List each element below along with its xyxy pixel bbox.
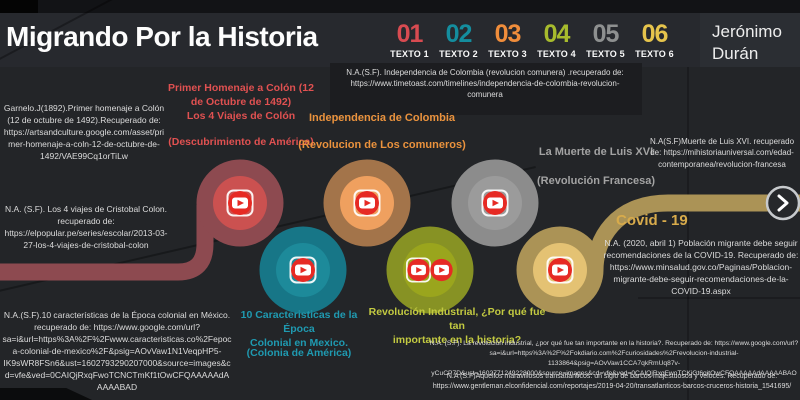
- event-title-colon: Primer Homenaje a Colón (12 de Octubre d…: [168, 82, 314, 122]
- citation-viajes: N.A. (S.F). Los 4 viajes de Cristobal Co…: [4, 204, 168, 251]
- step-label: TEXTO 2: [439, 49, 478, 59]
- citation-luis: N.A(S.F)Muerte de Luis XVI. recuperado d…: [649, 137, 795, 169]
- header-band: [0, 13, 800, 67]
- bottom-corner-wedge: [0, 388, 92, 400]
- citation-covid: N.A. (2020, abril 1) Población migrante …: [603, 238, 799, 297]
- event-title-colombia: Independencia de Colombia: [308, 112, 456, 124]
- step-label: TEXTO 6: [635, 49, 674, 59]
- youtube-icon[interactable]: [430, 258, 453, 282]
- timeline-node-5[interactable]: [468, 176, 522, 230]
- step-number: 03: [494, 20, 522, 48]
- bracket-frame: [226, 189, 254, 217]
- step-2[interactable]: 02 TEXTO 2: [435, 20, 482, 60]
- event-subtitle-colonial: (Colonia de América): [246, 347, 352, 359]
- event-title-covid: Covid - 19: [616, 212, 688, 229]
- step-number: 05: [592, 20, 620, 48]
- play-triangle: [300, 266, 307, 274]
- youtube-icon[interactable]: [546, 256, 574, 284]
- author-panel: [700, 13, 800, 67]
- play-triangle: [237, 199, 244, 207]
- citation-garnelo: Garnelo.J(1892).Primer homenaje a Colón …: [3, 103, 165, 162]
- youtube-icon[interactable]: [226, 189, 254, 217]
- timeline-node-4[interactable]: [403, 243, 457, 297]
- youtube-icon[interactable]: [481, 189, 509, 217]
- ribbon-start-band: [0, 205, 214, 281]
- citation-colonial: N.A.(S.F).10 características de la Época…: [2, 310, 232, 393]
- step-1[interactable]: 01 TEXTO 1: [386, 20, 433, 60]
- citation-industrial: N.A. (S.F). La revolución industrial, ¿p…: [429, 340, 799, 378]
- arrow-circle: [765, 185, 800, 221]
- youtube-icon[interactable]: [289, 256, 317, 284]
- next-arrow-button[interactable]: [765, 185, 800, 221]
- timeline-node-2[interactable]: [276, 243, 330, 297]
- top-strip: [0, 0, 800, 13]
- youtube-icon[interactable]: [353, 189, 381, 217]
- step-3[interactable]: 03 TEXTO 3: [484, 20, 531, 60]
- background-seam: [687, 67, 689, 400]
- chevron-right-icon: [777, 194, 789, 212]
- step-nav: 01 TEXTO 1 02 TEXTO 2 03 TEXTO 3 04 TEXT…: [386, 20, 678, 60]
- ribbon-loop-5: [451, 159, 539, 247]
- top-corner: [0, 0, 38, 13]
- event-title-colonial: 10 Caracteristicas de la Época Colonial …: [240, 309, 358, 349]
- bracket-frame: [353, 189, 381, 217]
- citation-transatlanticos: N.A (S.F)Aquellos maravillosos transatlá…: [432, 373, 792, 391]
- play-triangle: [364, 199, 371, 207]
- step-6[interactable]: 06 TEXTO 6: [631, 20, 678, 60]
- step-label: TEXTO 1: [390, 49, 429, 59]
- bracket-frame: [546, 256, 574, 284]
- step-number: 02: [445, 20, 473, 48]
- ribbon-loop-3: [323, 159, 411, 247]
- play-triangle: [416, 267, 423, 273]
- event-subtitle-luis: (Revolución Francesa): [537, 175, 655, 187]
- step-label: TEXTO 5: [586, 49, 625, 59]
- event-subtitle-colon: (Descubrimiento de América): [168, 136, 314, 148]
- page-title: Migrando Por la Historia: [6, 21, 318, 52]
- timeline-node-1[interactable]: [213, 176, 267, 230]
- step-label: TEXTO 4: [537, 49, 576, 59]
- event-subtitle-colombia: (Revolucion de Los comuneros): [298, 139, 466, 151]
- step-number: 06: [641, 20, 669, 48]
- ribbon-loop-1: [196, 159, 284, 247]
- bracket-frame: [481, 189, 509, 217]
- step-4[interactable]: 04 TEXTO 4: [533, 20, 580, 60]
- play-triangle: [557, 266, 564, 274]
- bracket-frame: [405, 257, 432, 283]
- youtube-icon[interactable]: [405, 257, 432, 283]
- ribbon-tail: [586, 194, 800, 271]
- timeline-node-6[interactable]: [533, 243, 587, 297]
- bracket-frame: [289, 256, 317, 284]
- timeline-node-3[interactable]: [340, 176, 394, 230]
- citation-panel: [330, 63, 642, 115]
- ribbon-loop-2: [259, 226, 347, 314]
- step-5[interactable]: 05 TEXTO 5: [582, 20, 629, 60]
- author-name: Jerónimo Durán: [712, 22, 782, 64]
- play-triangle: [439, 267, 446, 273]
- step-label: TEXTO 3: [488, 49, 527, 59]
- citation-colombia: N.A.(S.F). Independencia de Colombia (re…: [346, 68, 624, 100]
- background-seam: [638, 297, 800, 299]
- step-number: 01: [396, 20, 424, 48]
- step-number: 04: [543, 20, 571, 48]
- play-triangle: [492, 199, 499, 207]
- event-title-luis: La Muerte de Luis XVI: [538, 146, 654, 158]
- event-title-industrial: Revolución Industrial, ¿Por qué fue tan …: [368, 306, 546, 346]
- ribbon-loop-4: [386, 226, 474, 314]
